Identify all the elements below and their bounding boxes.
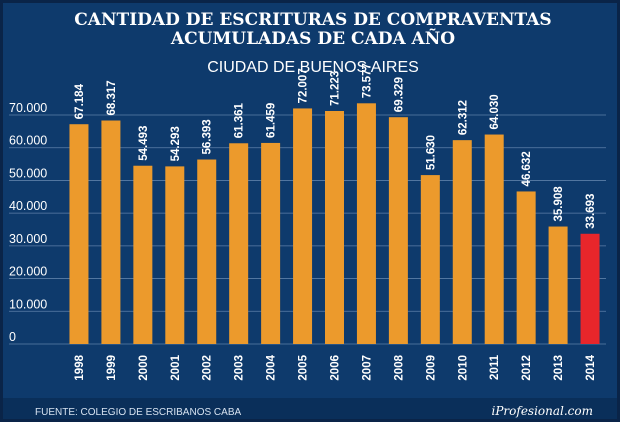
bar-2013 xyxy=(548,226,568,344)
x-tick-label-2008: 2008 xyxy=(393,354,405,380)
value-label-2005: 72.007 xyxy=(298,68,310,103)
value-label-2013: 35.908 xyxy=(553,186,565,222)
y-tick-label: 40.000 xyxy=(9,199,47,213)
value-label-2002: 56.393 xyxy=(202,119,214,154)
value-label-2003: 61.361 xyxy=(234,102,246,138)
y-axis-ticks: 0 10.000 20.000 30.000 40.000 50.000 60.000 70.… xyxy=(9,101,47,344)
x-tick-label-2002: 2002 xyxy=(202,355,214,381)
bar-chart: CANTIDAD DE ESCRITURAS DE COMPRAVENTAS A… xyxy=(3,10,617,419)
chart-subtitle: CIUDAD DE BUENOS AIRES xyxy=(207,59,419,76)
chart-title-line2: ACUMULADAS DE CADA AÑO xyxy=(170,27,455,49)
value-label-2009: 51.630 xyxy=(425,135,437,170)
brand-logo: iProfesional.com xyxy=(492,404,594,418)
value-label-2001: 54.293 xyxy=(170,126,182,161)
x-tick-label-2003: 2003 xyxy=(234,355,246,381)
bar-2005 xyxy=(293,108,313,345)
bar-2014 xyxy=(580,233,600,344)
bar-2002 xyxy=(197,159,217,344)
value-label-2012: 46.632 xyxy=(521,151,533,186)
bars xyxy=(69,103,600,345)
x-tick-label-2014: 2014 xyxy=(585,354,597,380)
x-tick-label-2004: 2004 xyxy=(266,354,278,380)
y-tick-label: 30.000 xyxy=(9,232,47,246)
x-axis-ticks: 1998 1999 2000 2001 2002 2003 2004 2005 2006 2007… xyxy=(74,354,597,380)
value-label-2004: 61.459 xyxy=(266,103,278,138)
x-tick-label-2001: 2001 xyxy=(170,354,182,380)
bar-2010 xyxy=(452,140,472,344)
bar-2009 xyxy=(420,175,440,344)
bar-1998 xyxy=(69,124,89,344)
bar-2006 xyxy=(325,110,344,344)
bar-2001 xyxy=(165,166,185,344)
x-tick-label-2005: 2005 xyxy=(298,354,310,380)
bar-1999 xyxy=(101,120,121,344)
value-label-2008: 69.329 xyxy=(393,77,405,112)
x-tick-label-2006: 2006 xyxy=(330,355,342,381)
y-tick-label: 10.000 xyxy=(9,297,47,311)
x-tick-label-2000: 2000 xyxy=(138,355,150,381)
bar-2004 xyxy=(261,142,281,344)
value-label-2011: 64.030 xyxy=(489,94,501,129)
bar-2012 xyxy=(516,191,536,344)
y-tick-label: 50.000 xyxy=(9,166,47,180)
value-label-2007: 73.577 xyxy=(361,63,373,98)
value-label-2000: 54.493 xyxy=(138,126,150,161)
y-tick-label: 60.000 xyxy=(9,134,47,148)
x-tick-label-1999: 1999 xyxy=(106,355,118,381)
bar-2007 xyxy=(356,103,376,345)
chart-title-line1: CANTIDAD DE ESCRITURAS DE COMPRAVENTAS xyxy=(74,10,551,30)
bar-2011 xyxy=(484,134,504,344)
x-tick-label-2009: 2009 xyxy=(425,355,437,381)
x-tick-label-2012: 2012 xyxy=(521,355,533,381)
x-tick-label-2010: 2010 xyxy=(457,355,469,381)
x-tick-label-2007: 2007 xyxy=(361,355,373,381)
bar-2000 xyxy=(133,165,153,344)
x-tick-label-2013: 2013 xyxy=(553,355,565,381)
value-label-1998: 67.184 xyxy=(74,83,86,119)
value-label-1999: 68.317 xyxy=(106,80,118,115)
value-label-2010: 62.312 xyxy=(457,100,469,135)
bottom-band xyxy=(3,398,617,419)
x-tick-label-1998: 1998 xyxy=(74,354,86,380)
y-tick-label: 70.000 xyxy=(9,101,47,115)
y-tick-label: 0 xyxy=(9,330,16,344)
bar-2008 xyxy=(388,117,408,344)
x-tick-label-2011: 2011 xyxy=(489,354,501,380)
value-labels: 67.184 68.317 54.493 54.293 56.393 61.361 61.4… xyxy=(74,63,597,229)
value-label-2014: 33.693 xyxy=(585,194,597,229)
y-tick-label: 20.000 xyxy=(9,265,47,279)
source-note: FUENTE: COLEGIO DE ESCRIBANOS CABA xyxy=(35,407,241,418)
bar-2003 xyxy=(229,143,249,344)
value-label-2006: 71.223 xyxy=(330,71,342,106)
